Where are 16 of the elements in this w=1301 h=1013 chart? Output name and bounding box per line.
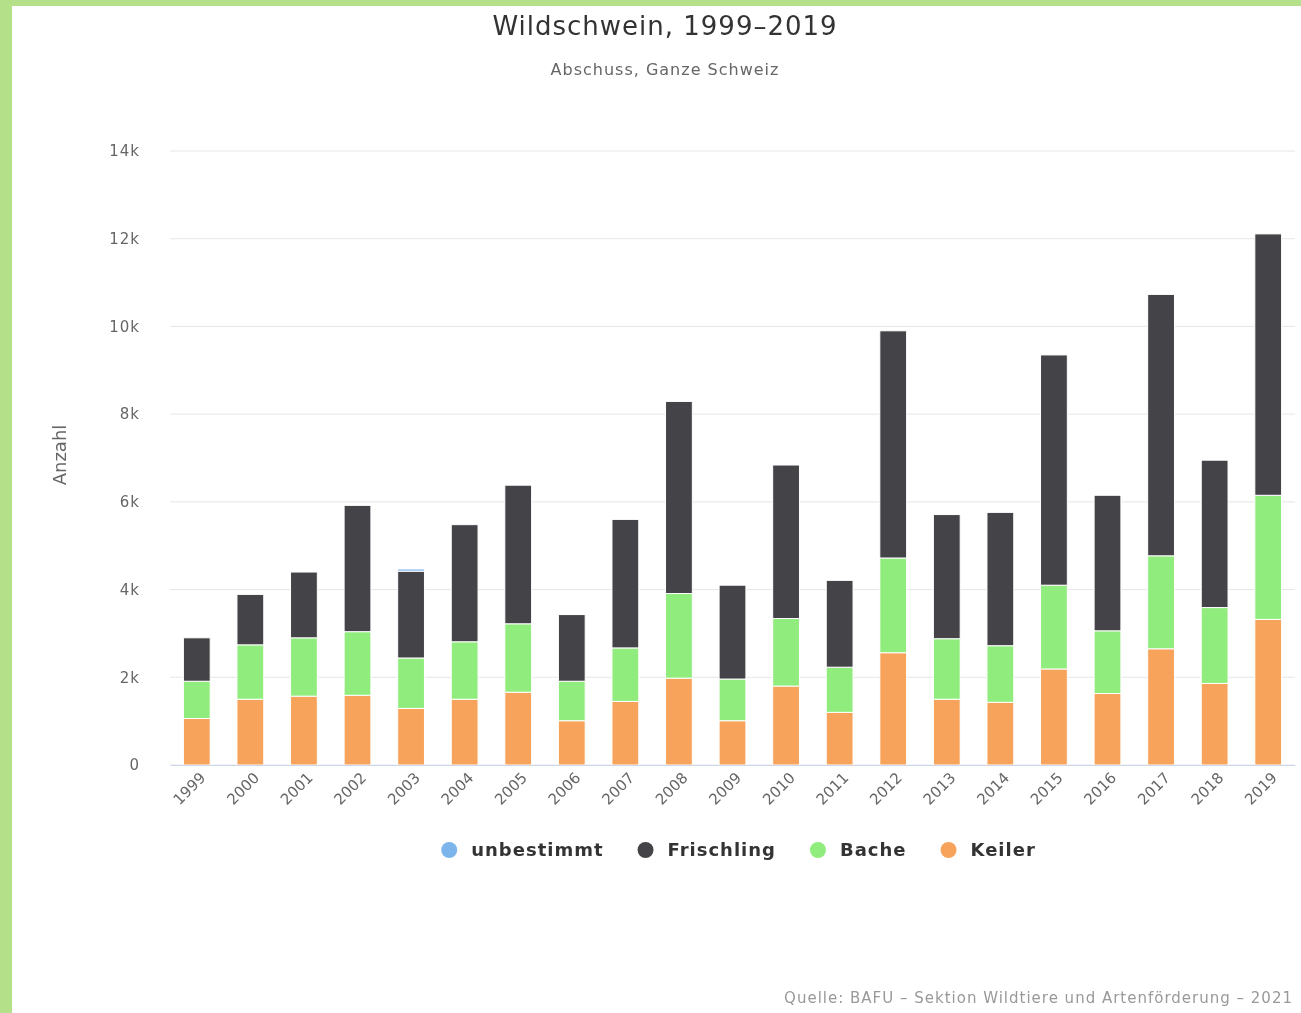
y-tick-label: 2k [119, 668, 140, 687]
legend-label: Keiler [970, 839, 1036, 860]
source-note: Quelle: BAFU – Sektion Wildtiere und Artenförderung – 2021 [784, 989, 1293, 1007]
legend-label: Frischling [667, 839, 776, 860]
legend-label: Bache [839, 839, 907, 860]
y-tick-label: 10k [109, 317, 140, 336]
legend-label: unbestimmt [471, 839, 604, 860]
y-tick-label: 12k [109, 230, 140, 249]
y-tick-label: 4k [119, 580, 140, 599]
y-tick-label: 6k [119, 493, 140, 512]
y-tick-label: 0 [129, 756, 140, 775]
y-tick-label: 14k [109, 142, 140, 161]
chart-subtitle: Abschuss, Ganze Schweiz [550, 60, 780, 79]
y-tick-label: 8k [119, 405, 140, 424]
y-axis-title: Anzahl [49, 424, 70, 486]
chart-title: Wildschwein, 1999–2019 [492, 11, 838, 41]
